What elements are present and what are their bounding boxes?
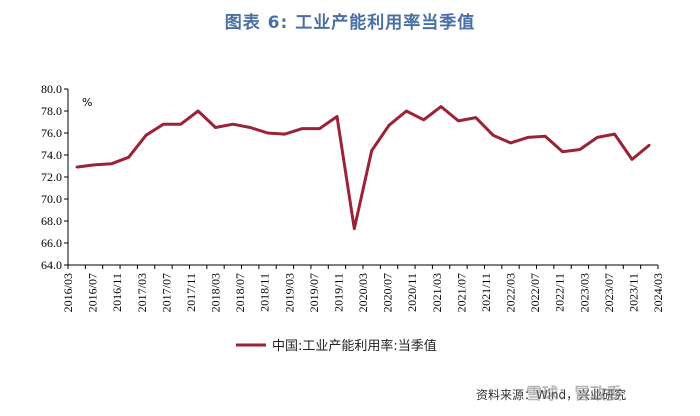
x-tick-label: 2018/03 <box>209 273 223 312</box>
data-point <box>75 165 78 169</box>
data-point <box>578 148 582 151</box>
data-point <box>214 126 217 129</box>
x-tick-labels: 2016/03 2016/07 2016/11 2017/03 2017/07 2017/… <box>61 265 665 312</box>
x-tick-label: 2021/11 <box>479 273 493 312</box>
data-point <box>249 126 252 129</box>
y-tick-label: 68.0 <box>41 214 62 228</box>
data-point <box>335 115 339 118</box>
data-point <box>301 127 304 130</box>
data-point <box>630 158 634 161</box>
series-points <box>75 105 651 230</box>
x-tick-label: 2023/03 <box>577 273 591 312</box>
data-point <box>387 124 391 127</box>
y-tick-label: 72.0 <box>41 170 62 184</box>
data-point <box>231 123 235 126</box>
series-line <box>76 105 651 231</box>
x-tick-label: 2022/11 <box>553 273 567 312</box>
x-tick-label: 2016/03 <box>61 273 75 312</box>
data-point <box>439 105 443 108</box>
data-point <box>422 118 425 122</box>
y-tick-label: 80.0 <box>41 82 62 96</box>
watermark: 雪球：冒政委 <box>526 384 623 403</box>
data-point <box>144 134 148 137</box>
data-point <box>457 119 460 123</box>
x-tick-label: 2020/03 <box>356 273 370 312</box>
x-tick-label: 2017/03 <box>135 273 149 312</box>
y-tick-label: 64.0 <box>41 258 62 272</box>
data-point <box>509 141 512 145</box>
data-point <box>596 136 599 139</box>
x-tick-label: 2017/07 <box>159 273 173 312</box>
data-point <box>162 123 165 126</box>
x-tick-label: 2019/03 <box>282 273 296 312</box>
x-tick-label: 2021/03 <box>430 273 444 312</box>
x-tick-label: 2018/07 <box>233 273 247 312</box>
data-point <box>283 132 287 136</box>
y-tick-label: 74.0 <box>41 148 62 162</box>
x-tick-label: 2016/11 <box>110 273 124 312</box>
x-tick-label: 2019/11 <box>331 273 345 312</box>
data-point <box>353 227 356 230</box>
x-tick-label: 2020/07 <box>381 273 395 312</box>
data-point <box>491 134 495 137</box>
x-tick-label: 2023/11 <box>626 273 640 312</box>
data-point <box>92 163 96 167</box>
y-tick-label: 76.0 <box>41 126 62 140</box>
x-tick-label: 2020/11 <box>405 273 419 312</box>
x-tick-label: 2017/11 <box>184 273 198 312</box>
legend: 中国:工业产能利用率:当季值 <box>236 338 437 354</box>
data-point <box>544 135 547 138</box>
chart-axes <box>67 89 658 266</box>
y-tick-labels: 64.0 66.0 68.0 70.0 72.0 74.0 76.0 78.0 80.0 <box>41 82 68 272</box>
y-tick-label: 70.0 <box>41 192 62 206</box>
x-tick-label: 2019/07 <box>307 273 321 312</box>
x-tick-label: 2016/07 <box>86 273 100 312</box>
x-tick-label: 2021/07 <box>454 273 468 312</box>
x-tick-label: 2022/03 <box>504 273 518 312</box>
data-point <box>526 136 530 139</box>
y-tick-label: 66.0 <box>41 236 62 250</box>
y-tick-label: 78.0 <box>41 104 62 118</box>
chart-title: 图表 6: 工业产能利用率当季值 <box>224 13 476 33</box>
source-note: 资料来源：Wind，兴业研究 <box>476 388 627 402</box>
data-point <box>127 156 130 159</box>
data-point <box>370 149 373 152</box>
y-axis-unit: % <box>82 96 92 109</box>
data-point <box>405 109 408 113</box>
data-point <box>474 116 477 119</box>
x-tick-label: 2023/07 <box>602 273 616 312</box>
data-point <box>110 162 113 165</box>
data-point <box>613 132 616 136</box>
data-point <box>179 123 182 126</box>
data-point <box>266 131 269 135</box>
x-tick-label: 2024/03 <box>651 273 665 312</box>
data-point <box>196 109 200 113</box>
x-tick-label: 2022/07 <box>528 273 542 312</box>
data-point <box>318 127 321 130</box>
data-point <box>648 143 651 147</box>
x-tick-label: 2018/11 <box>258 273 272 312</box>
data-point <box>561 150 564 153</box>
legend-label: 中国:工业产能利用率:当季值 <box>272 338 437 354</box>
